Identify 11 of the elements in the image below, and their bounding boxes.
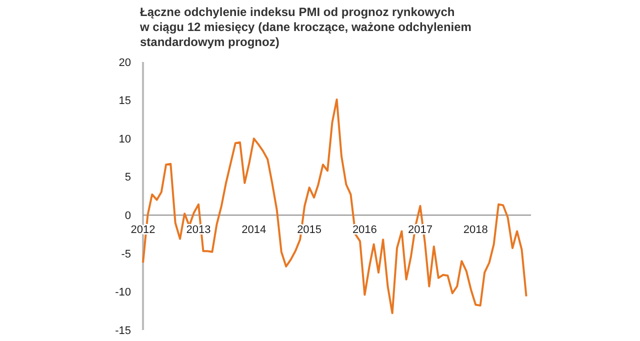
y-tick-label: -5 [121, 248, 131, 260]
y-tick-label: 20 [118, 56, 131, 69]
y-tick-label: -15 [115, 324, 131, 337]
x-tick-label: 2018 [463, 224, 488, 236]
y-tick-label: 15 [118, 95, 131, 108]
y-tick-label: 5 [124, 172, 131, 184]
chart-title: Łączne odchylenie indeksu PMI od prognoz rynkowych w ciągu 12 miesięcy (dane kroczące, ważone odchyleniem standardowym prognoz) [139, 5, 472, 49]
x-tick-label: 2014 [242, 224, 266, 236]
y-tick-label: 0 [124, 210, 131, 222]
y-tick-label: -10 [115, 286, 131, 299]
y-tick-label: 10 [118, 133, 131, 146]
